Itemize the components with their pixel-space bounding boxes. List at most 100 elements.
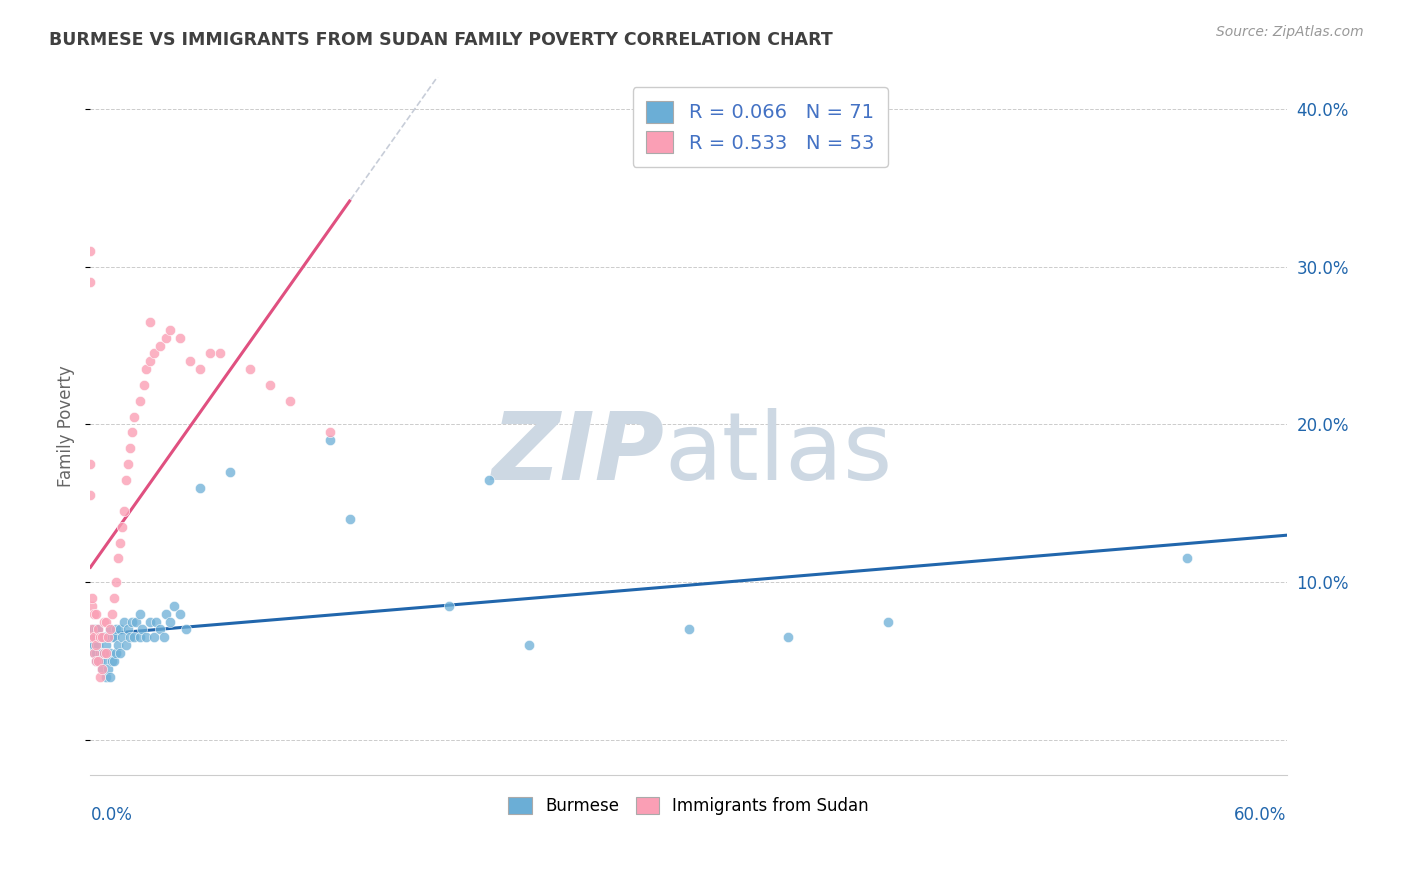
Point bbox=[83, 631, 105, 645]
Point bbox=[100, 623, 122, 637]
Point bbox=[89, 631, 111, 645]
Point bbox=[478, 473, 501, 487]
Point bbox=[96, 646, 118, 660]
Point bbox=[129, 393, 152, 408]
Point bbox=[91, 662, 114, 676]
Legend: Burmese, Immigrants from Sudan: Burmese, Immigrants from Sudan bbox=[502, 790, 876, 822]
Point bbox=[79, 244, 101, 258]
Point bbox=[93, 631, 115, 645]
Point bbox=[86, 638, 108, 652]
Point bbox=[87, 654, 110, 668]
Point bbox=[131, 623, 153, 637]
Point bbox=[79, 457, 101, 471]
Point bbox=[209, 346, 232, 360]
Text: 60.0%: 60.0% bbox=[1234, 806, 1286, 824]
Point bbox=[174, 623, 197, 637]
Point bbox=[87, 623, 110, 637]
Point bbox=[86, 646, 108, 660]
Point bbox=[100, 646, 122, 660]
Point bbox=[86, 631, 108, 645]
Point bbox=[259, 378, 281, 392]
Point bbox=[163, 599, 186, 613]
Point bbox=[876, 615, 898, 629]
Point bbox=[169, 331, 191, 345]
Point bbox=[79, 488, 101, 502]
Point bbox=[678, 623, 700, 637]
Point bbox=[103, 631, 125, 645]
Point bbox=[111, 631, 134, 645]
Point bbox=[91, 631, 114, 645]
Point bbox=[110, 623, 132, 637]
Point bbox=[517, 638, 540, 652]
Point bbox=[82, 599, 104, 613]
Point bbox=[145, 615, 167, 629]
Point bbox=[121, 615, 143, 629]
Point bbox=[112, 615, 135, 629]
Point bbox=[155, 331, 177, 345]
Point bbox=[124, 631, 146, 645]
Point bbox=[93, 615, 115, 629]
Point bbox=[105, 646, 128, 660]
Point bbox=[100, 623, 122, 637]
Point bbox=[82, 623, 104, 637]
Point bbox=[97, 631, 120, 645]
Point bbox=[83, 646, 105, 660]
Point bbox=[83, 638, 105, 652]
Point bbox=[107, 638, 129, 652]
Point bbox=[149, 623, 172, 637]
Point bbox=[100, 670, 122, 684]
Point bbox=[143, 346, 166, 360]
Point bbox=[139, 315, 162, 329]
Point bbox=[89, 670, 111, 684]
Point bbox=[1175, 551, 1198, 566]
Point bbox=[87, 623, 110, 637]
Y-axis label: Family Poverty: Family Poverty bbox=[58, 365, 75, 487]
Point bbox=[188, 362, 211, 376]
Point bbox=[120, 441, 142, 455]
Text: atlas: atlas bbox=[665, 408, 893, 500]
Point bbox=[159, 323, 181, 337]
Point bbox=[139, 615, 162, 629]
Point bbox=[129, 607, 152, 621]
Point bbox=[89, 631, 111, 645]
Point bbox=[82, 623, 104, 637]
Point bbox=[439, 599, 461, 613]
Point bbox=[115, 638, 138, 652]
Point bbox=[198, 346, 221, 360]
Point bbox=[105, 575, 128, 590]
Point bbox=[86, 607, 108, 621]
Point bbox=[155, 607, 177, 621]
Point bbox=[135, 362, 157, 376]
Point bbox=[89, 646, 111, 660]
Point bbox=[188, 481, 211, 495]
Point bbox=[86, 623, 108, 637]
Point bbox=[82, 631, 104, 645]
Point bbox=[86, 654, 108, 668]
Point bbox=[91, 631, 114, 645]
Point bbox=[318, 433, 340, 447]
Point bbox=[179, 354, 201, 368]
Text: 0.0%: 0.0% bbox=[90, 806, 132, 824]
Point bbox=[82, 638, 104, 652]
Text: ZIP: ZIP bbox=[492, 408, 665, 500]
Point bbox=[143, 631, 166, 645]
Point bbox=[101, 654, 124, 668]
Point bbox=[115, 473, 138, 487]
Point bbox=[117, 457, 139, 471]
Point bbox=[93, 646, 115, 660]
Point bbox=[83, 646, 105, 660]
Point bbox=[278, 393, 301, 408]
Point bbox=[105, 623, 128, 637]
Point bbox=[339, 512, 361, 526]
Point bbox=[110, 535, 132, 549]
Point bbox=[125, 615, 148, 629]
Point bbox=[97, 662, 120, 676]
Point bbox=[87, 638, 110, 652]
Point bbox=[117, 623, 139, 637]
Point bbox=[87, 654, 110, 668]
Point bbox=[219, 465, 242, 479]
Point bbox=[120, 631, 142, 645]
Point bbox=[91, 646, 114, 660]
Point bbox=[139, 354, 162, 368]
Point bbox=[101, 631, 124, 645]
